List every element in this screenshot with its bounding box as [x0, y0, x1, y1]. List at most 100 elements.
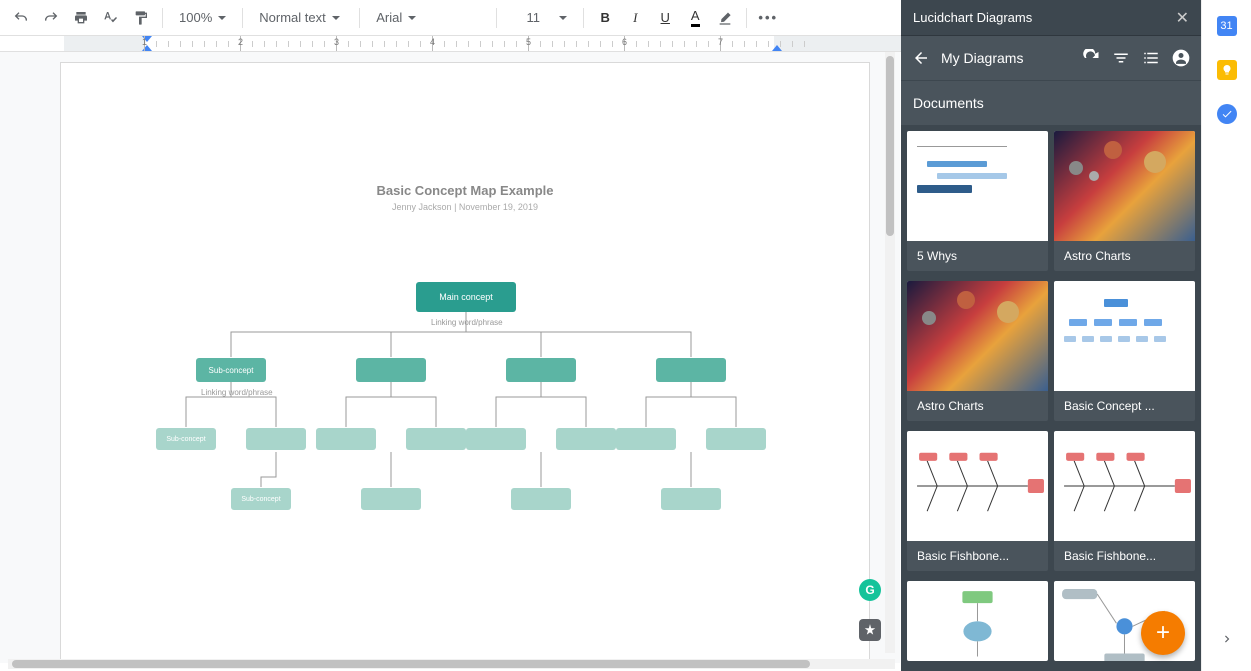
diagram-label: 5 Whys — [907, 241, 1048, 271]
list-icon[interactable] — [1141, 48, 1161, 68]
ruler-tick: 4 — [432, 36, 433, 51]
ruler-tick: 1 — [144, 36, 145, 51]
print-button[interactable] — [68, 5, 94, 31]
diagram-label: Astro Charts — [907, 391, 1048, 421]
paint-format-button[interactable] — [128, 5, 154, 31]
italic-button[interactable]: I — [622, 5, 648, 31]
leaf-node — [706, 428, 766, 450]
diagram-label: Astro Charts — [1054, 241, 1195, 271]
spellcheck-button[interactable] — [98, 5, 124, 31]
sidebar-header: Lucidchart Diagrams ✕ — [901, 0, 1201, 36]
diagram-grid: 5 Whys Astro Charts — [901, 125, 1201, 671]
leaf-node: Sub-concept — [231, 488, 291, 510]
separator — [583, 8, 584, 28]
diagram-thumb — [1054, 431, 1195, 541]
separator — [242, 8, 243, 28]
style-dropdown[interactable]: Normal text — [251, 5, 351, 31]
close-icon[interactable]: ✕ — [1176, 8, 1189, 28]
separator — [496, 8, 497, 28]
document-subtitle: Jenny Jackson | November 19, 2019 — [61, 202, 869, 212]
caret-icon — [332, 16, 340, 20]
diagram-card[interactable]: Basic Fishbone... — [907, 431, 1048, 571]
diagram-label: Basic Fishbone... — [907, 541, 1048, 571]
ruler-tick: 3 — [336, 36, 337, 51]
leaf-node — [616, 428, 676, 450]
diagram-thumb — [1054, 131, 1195, 241]
vertical-scrollbar[interactable] — [885, 52, 895, 653]
diagram-card[interactable]: Astro Charts — [907, 281, 1048, 421]
separator — [162, 8, 163, 28]
diagram-thumb — [907, 131, 1048, 241]
text-color-button[interactable]: A — [682, 5, 708, 31]
leaf-node — [361, 488, 421, 510]
back-icon[interactable] — [911, 48, 931, 68]
fontsize-dropdown[interactable]: 11 — [505, 5, 575, 31]
diagram-card[interactable]: 5 Whys — [907, 131, 1048, 271]
separator — [746, 8, 747, 28]
scrollbar-thumb[interactable] — [12, 660, 810, 668]
add-diagram-fab[interactable]: + — [1141, 611, 1185, 655]
underline-button[interactable]: U — [652, 5, 678, 31]
ruler-tick: 6 — [624, 36, 625, 51]
leaf-node — [556, 428, 616, 450]
grammarly-badge[interactable]: G — [859, 579, 881, 601]
horizontal-scrollbar[interactable] — [8, 659, 895, 669]
leaf-node — [316, 428, 376, 450]
right-rail: 31 — [1201, 0, 1251, 671]
diagram-label: Basic Concept ... — [1054, 391, 1195, 421]
sub-concept-node — [656, 358, 726, 382]
leaf-node — [246, 428, 306, 450]
fontsize-value: 11 — [513, 10, 553, 25]
expand-rail-icon[interactable] — [1220, 632, 1234, 651]
sort-icon[interactable] — [1111, 48, 1131, 68]
tasks-icon[interactable] — [1217, 104, 1237, 124]
diagram-thumb — [1054, 281, 1195, 391]
linking-label: Linking word/phrase — [201, 388, 273, 397]
refresh-icon[interactable] — [1081, 48, 1101, 68]
font-dropdown[interactable]: Arial — [368, 5, 488, 31]
leaf-node — [661, 488, 721, 510]
sub-concept-node — [506, 358, 576, 382]
explore-button[interactable] — [859, 619, 881, 641]
highlight-button[interactable] — [712, 5, 738, 31]
leaf-node — [511, 488, 571, 510]
sub-concept-node — [356, 358, 426, 382]
page[interactable]: Basic Concept Map Example Jenny Jackson … — [60, 62, 870, 663]
caret-icon — [559, 16, 567, 20]
diagram-thumb — [907, 431, 1048, 541]
document-title: Basic Concept Map Example — [61, 183, 869, 198]
ruler-tick: 5 — [528, 36, 529, 51]
zoom-dropdown[interactable]: 100% — [171, 5, 234, 31]
main-concept-node: Main concept — [416, 282, 516, 312]
linking-label: Linking word/phrase — [431, 318, 503, 327]
left-margin — [64, 36, 144, 51]
leaf-node — [466, 428, 526, 450]
nav-title: My Diagrams — [941, 50, 1023, 66]
caret-icon — [408, 16, 416, 20]
bold-button[interactable]: B — [592, 5, 618, 31]
diagram-card[interactable]: Basic Fishbone... — [1054, 431, 1195, 571]
account-icon[interactable] — [1171, 48, 1191, 68]
sub-concept-node: Sub-concept — [196, 358, 266, 382]
undo-button[interactable] — [8, 5, 34, 31]
scrollbar-thumb[interactable] — [886, 56, 894, 236]
diagram-card[interactable]: Astro Charts — [1054, 131, 1195, 271]
diagram-thumb — [907, 281, 1048, 391]
zoom-value: 100% — [179, 10, 212, 25]
caret-icon — [218, 16, 226, 20]
document-area: Basic Concept Map Example Jenny Jackson … — [0, 52, 900, 663]
calendar-icon[interactable]: 31 — [1217, 16, 1237, 36]
section-label: Documents — [901, 80, 1201, 125]
keep-icon[interactable] — [1217, 60, 1237, 80]
diagram-thumb — [907, 581, 1048, 661]
more-button[interactable]: ••• — [755, 5, 781, 31]
style-value: Normal text — [259, 10, 325, 25]
redo-button[interactable] — [38, 5, 64, 31]
ruler-tick: 7 — [720, 36, 721, 51]
diagram-card[interactable]: Basic Concept ... — [1054, 281, 1195, 421]
diagram-card[interactable] — [907, 581, 1048, 661]
ruler-tick: 2 — [240, 36, 241, 51]
leaf-node — [406, 428, 466, 450]
separator — [359, 8, 360, 28]
diagram-label: Basic Fishbone... — [1054, 541, 1195, 571]
